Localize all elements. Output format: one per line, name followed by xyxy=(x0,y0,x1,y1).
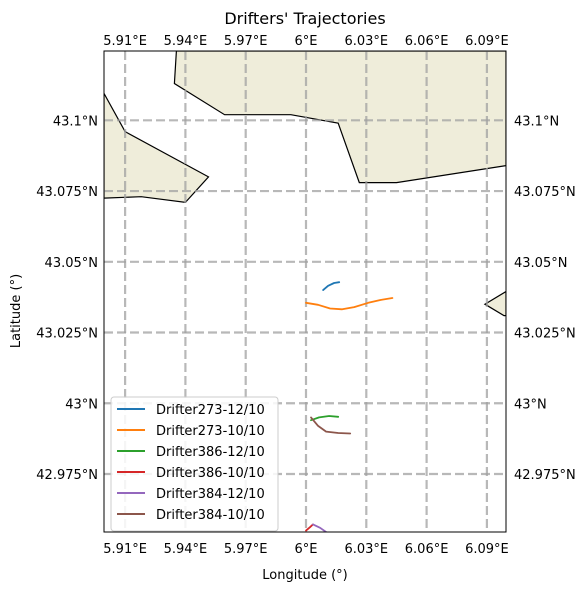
x-tick-label-bottom-1: 5.94°E xyxy=(164,542,208,557)
trajectory-line-0 xyxy=(322,281,341,292)
y-tick-label-left-3: 43.025°N xyxy=(36,327,98,342)
y-tick-label-right-0: 43.1°N xyxy=(514,114,559,129)
y-tick-label-left-2: 43.05°N xyxy=(45,256,98,271)
trajectory-line-2 xyxy=(310,415,340,422)
map-frame xyxy=(103,50,507,533)
y-tick-label-right-4: 43°N xyxy=(514,397,547,412)
x-tick-label-top-1: 5.94°E xyxy=(164,34,208,49)
y-tick-label-right-3: 43.025°N xyxy=(514,327,576,342)
x-tick-label-bottom-5: 6.06°E xyxy=(405,542,449,557)
map-title: Drifters' Trajectories xyxy=(224,9,385,28)
y-axis-label: Latitude (°) xyxy=(9,274,24,348)
y-tick-label-right-5: 42.975°N xyxy=(514,468,576,483)
x-tick-label-top-3: 6°E xyxy=(295,34,318,49)
series-layer xyxy=(305,281,394,532)
x-tick-label-bottom-6: 6.09°E xyxy=(465,542,509,557)
legend-entry-2: Drifter386-12/10 xyxy=(156,445,265,460)
y-tick-label-right-1: 43.075°N xyxy=(514,185,576,200)
trajectory-line-5 xyxy=(310,416,352,435)
legend-entry-1: Drifter273-10/10 xyxy=(156,424,265,439)
legend: Drifter273-12/10 Drifter273-10/10 Drifter3… xyxy=(110,396,279,532)
land-polygon-1 xyxy=(104,93,210,204)
y-tick-label-left-5: 42.975°N xyxy=(36,468,98,483)
x-tick-label-bottom-2: 5.97°E xyxy=(224,542,268,557)
y-tick-label-left-0: 43.1°N xyxy=(53,114,98,129)
trajectory-line-1 xyxy=(305,297,394,311)
trajectory-line-3 xyxy=(305,523,314,532)
x-tick-label-top-5: 6.06°E xyxy=(405,34,449,49)
x-tick-label-bottom-3: 6°E xyxy=(295,542,318,557)
land-polygon-2 xyxy=(483,290,506,317)
x-axis-label: Longitude (°) xyxy=(262,568,347,583)
y-tick-label-left-4: 43°N xyxy=(65,397,98,412)
x-tick-label-top-2: 5.97°E xyxy=(224,34,268,49)
x-tick-label-bottom-0: 5.91°E xyxy=(103,542,147,557)
legend-entry-5: Drifter384-10/10 xyxy=(156,508,265,523)
land-polygon-0 xyxy=(173,51,506,184)
y-tick-label-right-2: 43.05°N xyxy=(514,256,567,271)
x-tick-label-bottom-4: 6.03°E xyxy=(344,542,388,557)
legend-entry-4: Drifter384-12/10 xyxy=(156,487,265,502)
legend-box xyxy=(110,396,279,532)
tick-labels: 5.91°E 5.91°E 5.94°E 5.94°E 5.97°E 5.97°E 6°E 6… xyxy=(36,34,575,557)
x-tick-label-top-4: 6.03°E xyxy=(344,34,388,49)
legend-entry-0: Drifter273-12/10 xyxy=(156,403,265,418)
x-tick-label-top-6: 6.09°E xyxy=(465,34,509,49)
legend-entry-3: Drifter386-10/10 xyxy=(156,466,265,481)
x-tick-label-top-0: 5.91°E xyxy=(103,34,147,49)
y-tick-label-left-1: 43.075°N xyxy=(36,185,98,200)
